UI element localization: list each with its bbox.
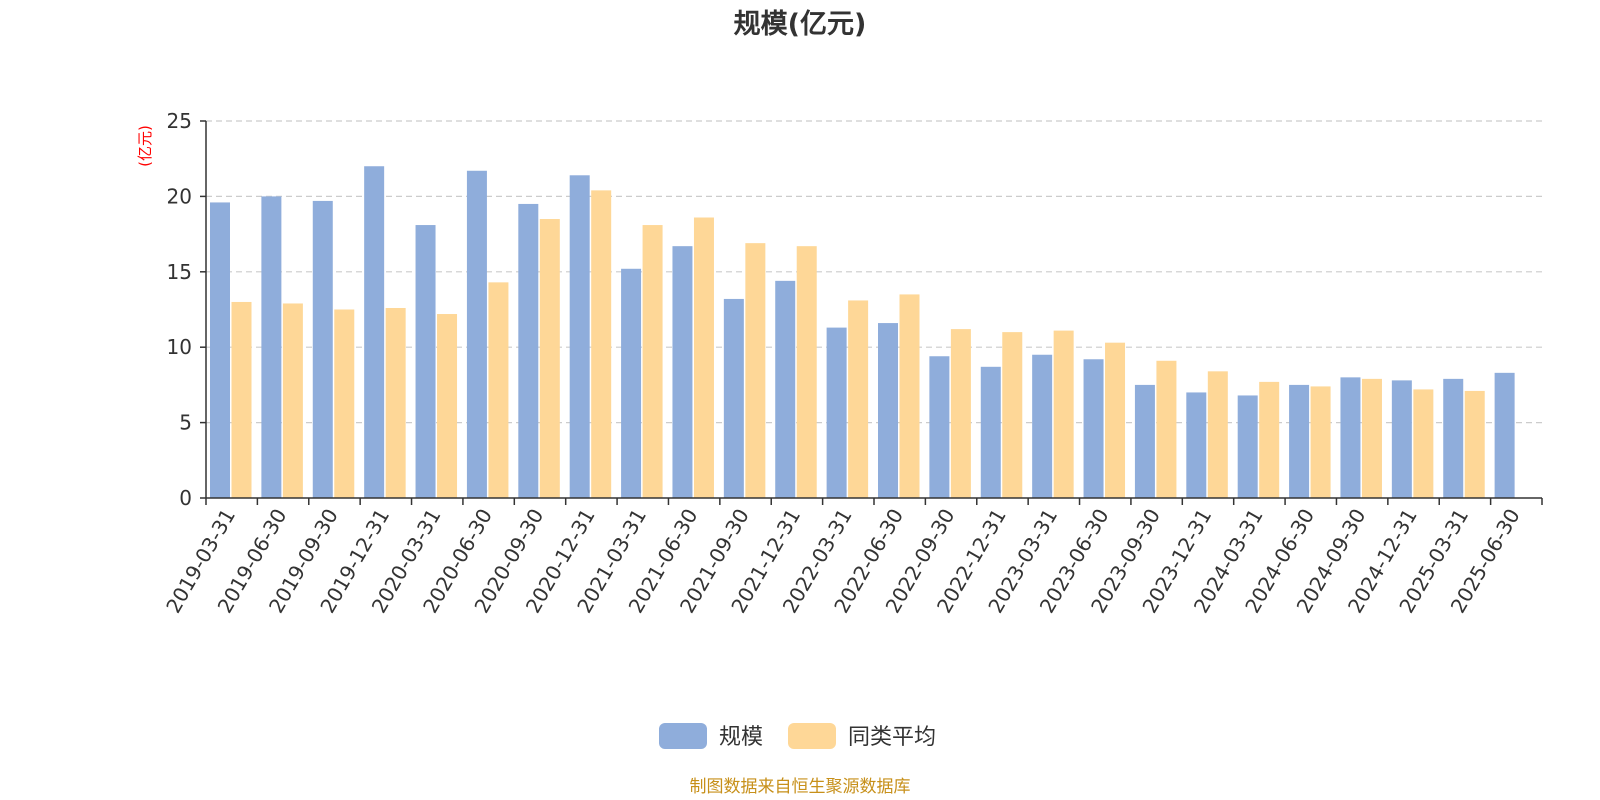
bar-series-1 — [723, 298, 744, 498]
bar-series-1 — [672, 246, 693, 498]
bar-series-1 — [210, 202, 230, 498]
legend-label-series-1: 规模 — [719, 725, 763, 750]
bar-series-2 — [950, 329, 971, 498]
bar-series-1 — [312, 200, 333, 498]
bar-series-1 — [1186, 392, 1207, 498]
bar-series-2 — [899, 294, 920, 498]
bar-series-2 — [848, 300, 869, 498]
bar-series-1 — [1237, 395, 1258, 498]
bar-series-1 — [980, 366, 1001, 498]
y-axis-unit-label: (亿元) — [136, 125, 154, 167]
bar-series-2 — [385, 307, 406, 498]
bar-series-1 — [1083, 359, 1104, 498]
bar-series-2 — [1002, 332, 1023, 498]
bar-series-1 — [1340, 377, 1361, 498]
bar-series-1 — [1134, 384, 1155, 498]
bar-series-1 — [775, 280, 796, 498]
bar-series-2 — [231, 301, 252, 498]
bar-series-1 — [878, 323, 898, 498]
bar-series-2 — [1259, 381, 1280, 498]
bar-series-1 — [261, 196, 282, 498]
y-tick-label: 10 — [167, 335, 192, 359]
y-tick-label: 0 — [179, 486, 192, 510]
bar-series-1 — [364, 166, 385, 499]
bar-series-1 — [518, 203, 539, 498]
bar-series-1 — [826, 327, 847, 498]
bar-series-1 — [929, 356, 950, 498]
bar-series-2 — [1464, 390, 1485, 498]
bar-series-1 — [466, 170, 487, 498]
y-tick-label: 5 — [179, 411, 192, 435]
bar-series-2 — [1156, 360, 1177, 498]
bar-series-2 — [796, 246, 817, 498]
y-tick-label: 15 — [167, 260, 192, 284]
bar-series-1 — [569, 175, 590, 498]
legend-label-series-2: 同类平均 — [848, 725, 936, 750]
legend-swatch-series-2 — [788, 723, 836, 749]
y-tick-label: 25 — [167, 109, 192, 133]
chart-title: 规模(亿元) — [734, 9, 867, 40]
bar-series-2 — [745, 243, 766, 498]
bar-series-2 — [693, 217, 714, 498]
bar-series-2 — [334, 309, 355, 498]
bar-series-2 — [1105, 342, 1126, 498]
legend-item-series-1[interactable]: 规模 — [659, 723, 763, 750]
y-tick-label: 20 — [167, 184, 192, 208]
bar-series-2 — [1207, 371, 1228, 498]
bar-series-2 — [437, 314, 458, 498]
legend: 规模 同类平均 — [659, 723, 936, 750]
bar-series-2 — [282, 303, 303, 498]
bar-series-2 — [1361, 378, 1382, 498]
bar-series-2 — [1310, 386, 1331, 498]
bar-series-1 — [1443, 378, 1464, 498]
bar-series-2 — [642, 225, 663, 498]
legend-swatch-series-1 — [659, 723, 707, 749]
bar-series-2 — [1053, 330, 1074, 498]
bar-series-1 — [415, 225, 436, 498]
bar-series-1 — [1289, 384, 1310, 498]
data-source-footer: 制图数据来自恒生聚源数据库 — [690, 777, 911, 797]
bar-series-1 — [1032, 354, 1053, 498]
bar-series-2 — [539, 219, 560, 498]
bar-series-2 — [488, 282, 509, 498]
bar-series-2 — [591, 190, 612, 499]
bar-series-1 — [1391, 380, 1412, 498]
bar-series-1 — [1494, 372, 1515, 498]
bars — [210, 166, 1515, 499]
bar-series-2 — [1413, 389, 1434, 498]
legend-item-series-2[interactable]: 同类平均 — [788, 723, 936, 750]
bar-series-1 — [621, 268, 642, 498]
